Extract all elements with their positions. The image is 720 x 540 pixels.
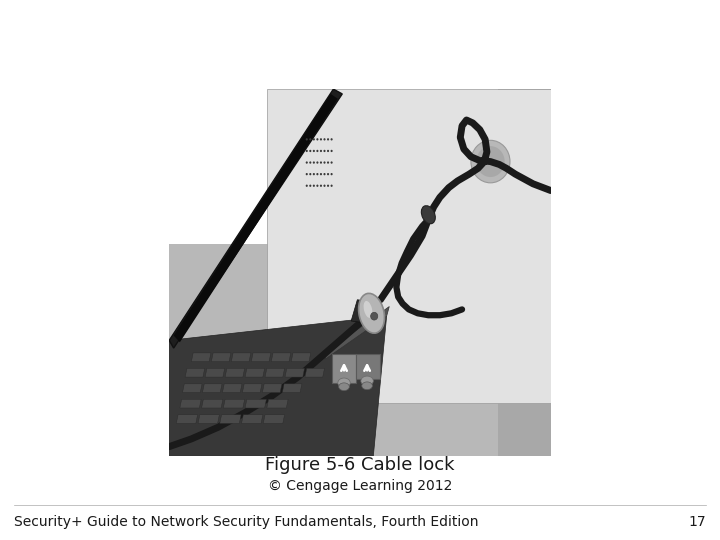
Circle shape	[371, 312, 378, 320]
Circle shape	[312, 150, 315, 152]
Text: 17: 17	[688, 515, 706, 529]
Circle shape	[306, 161, 308, 164]
Polygon shape	[251, 353, 271, 362]
Polygon shape	[169, 244, 551, 456]
Polygon shape	[243, 384, 262, 393]
Circle shape	[320, 138, 322, 140]
Polygon shape	[351, 300, 372, 323]
Polygon shape	[192, 353, 211, 362]
Polygon shape	[245, 399, 266, 408]
Circle shape	[327, 150, 329, 152]
Ellipse shape	[364, 301, 372, 318]
Circle shape	[309, 150, 311, 152]
Circle shape	[309, 185, 311, 187]
Circle shape	[323, 161, 325, 164]
Ellipse shape	[421, 206, 436, 224]
Text: © Cengage Learning 2012: © Cengage Learning 2012	[268, 479, 452, 493]
Circle shape	[306, 173, 308, 176]
Circle shape	[330, 161, 333, 164]
Circle shape	[330, 138, 333, 140]
Circle shape	[316, 185, 318, 187]
Circle shape	[323, 138, 325, 140]
Polygon shape	[223, 399, 245, 408]
Circle shape	[312, 161, 315, 164]
Polygon shape	[332, 354, 356, 383]
Circle shape	[312, 185, 315, 187]
Circle shape	[312, 138, 315, 140]
Circle shape	[330, 150, 333, 152]
Polygon shape	[356, 354, 379, 379]
Polygon shape	[202, 399, 223, 408]
Polygon shape	[285, 368, 305, 377]
Circle shape	[316, 138, 318, 140]
Circle shape	[320, 173, 322, 176]
Circle shape	[306, 138, 308, 140]
Circle shape	[320, 185, 322, 187]
Polygon shape	[267, 399, 288, 408]
Polygon shape	[222, 384, 242, 393]
Ellipse shape	[359, 293, 384, 333]
Circle shape	[316, 173, 318, 176]
Polygon shape	[169, 89, 342, 348]
Polygon shape	[241, 415, 263, 423]
Ellipse shape	[338, 378, 350, 388]
Circle shape	[327, 161, 329, 164]
Circle shape	[327, 138, 329, 140]
Polygon shape	[265, 368, 284, 377]
Text: Security+ Guide to Network Security Fundamentals, Fourth Edition: Security+ Guide to Network Security Fund…	[14, 515, 479, 529]
Circle shape	[330, 185, 333, 187]
Polygon shape	[245, 368, 265, 377]
Circle shape	[320, 150, 322, 152]
Polygon shape	[271, 353, 291, 362]
Circle shape	[320, 161, 322, 164]
Polygon shape	[282, 384, 302, 393]
Circle shape	[471, 140, 510, 183]
Text: Figure 5-6 Cable lock: Figure 5-6 Cable lock	[265, 456, 455, 475]
Polygon shape	[325, 307, 390, 360]
Circle shape	[309, 173, 311, 176]
Circle shape	[306, 185, 308, 187]
Polygon shape	[180, 399, 201, 408]
Polygon shape	[264, 415, 284, 423]
Circle shape	[316, 150, 318, 152]
Polygon shape	[262, 384, 282, 393]
Polygon shape	[198, 415, 220, 423]
Circle shape	[323, 173, 325, 176]
Polygon shape	[231, 353, 251, 362]
Polygon shape	[212, 353, 231, 362]
Polygon shape	[182, 384, 202, 393]
Circle shape	[323, 150, 325, 152]
Polygon shape	[220, 415, 241, 423]
Polygon shape	[205, 368, 225, 377]
Circle shape	[312, 173, 315, 176]
Circle shape	[327, 173, 329, 176]
Ellipse shape	[338, 383, 349, 390]
Polygon shape	[176, 415, 197, 423]
Polygon shape	[225, 368, 245, 377]
Polygon shape	[174, 94, 338, 342]
Circle shape	[306, 150, 308, 152]
Circle shape	[327, 185, 329, 187]
Ellipse shape	[361, 382, 372, 390]
Polygon shape	[169, 316, 387, 456]
Circle shape	[476, 146, 505, 177]
Polygon shape	[291, 353, 311, 362]
Polygon shape	[305, 368, 325, 377]
Polygon shape	[267, 89, 551, 403]
Circle shape	[316, 161, 318, 164]
Polygon shape	[185, 368, 204, 377]
Circle shape	[330, 173, 333, 176]
Circle shape	[309, 138, 311, 140]
Ellipse shape	[361, 376, 373, 386]
Circle shape	[309, 161, 311, 164]
Polygon shape	[498, 89, 551, 456]
Circle shape	[323, 185, 325, 187]
Polygon shape	[202, 384, 222, 393]
